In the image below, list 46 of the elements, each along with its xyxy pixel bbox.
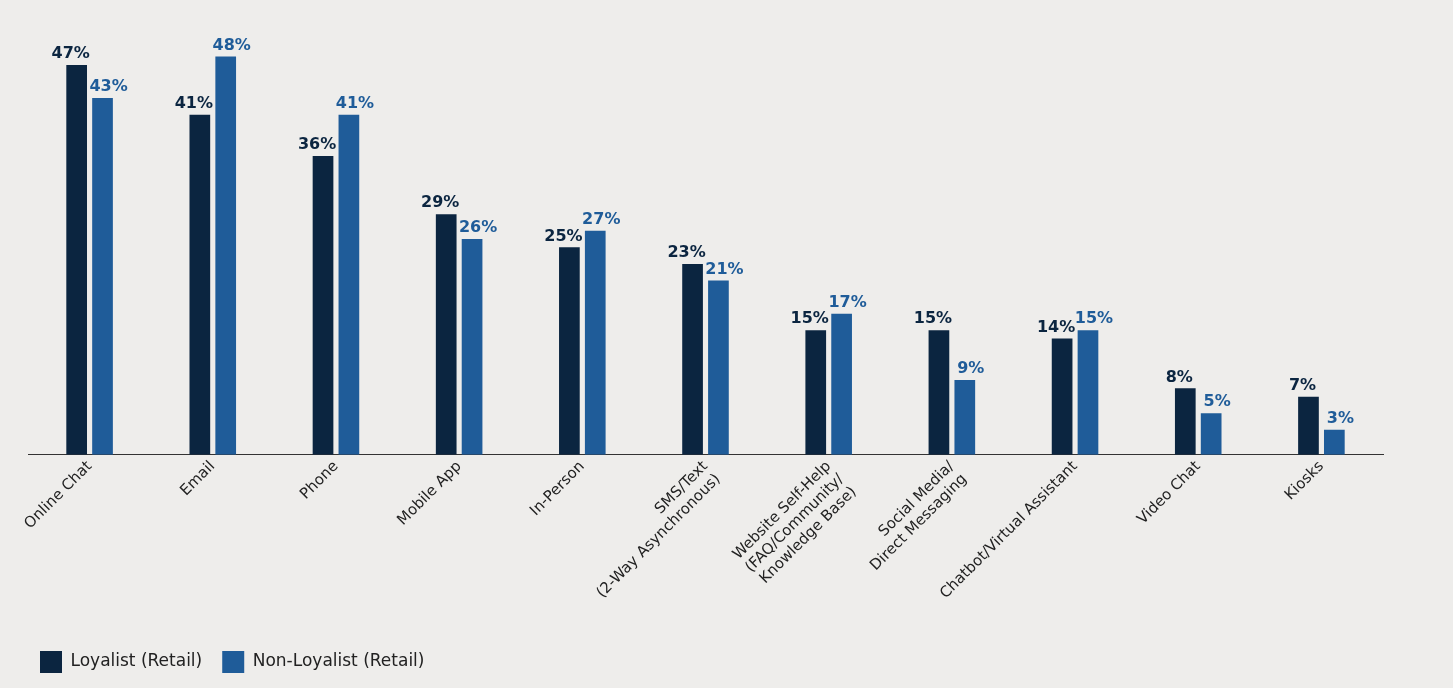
data-label: 41% [335, 92, 375, 112]
data-label: 17% [828, 291, 867, 311]
data-label: 29% [421, 192, 460, 212]
bar [312, 156, 334, 455]
bar [805, 330, 827, 455]
bar [682, 263, 703, 455]
bar [954, 380, 976, 455]
bar [1324, 429, 1345, 455]
bar [66, 64, 87, 455]
bar [461, 239, 483, 455]
bar [928, 330, 950, 455]
data-label: 9% [957, 358, 985, 378]
bar [215, 56, 237, 455]
legend-label: Loyalist (Retail) [70, 650, 203, 671]
data-label: 14% [1036, 316, 1076, 336]
data-label: 43% [89, 76, 128, 96]
data-label: 15% [913, 308, 953, 328]
data-label: 27% [582, 208, 621, 228]
data-label: 23% [667, 242, 706, 262]
data-label: 5% [1203, 391, 1231, 411]
bar [1051, 338, 1073, 455]
bar [584, 230, 606, 455]
bar [1200, 413, 1222, 455]
legend-label: Non-Loyalist (Retail) [252, 650, 425, 671]
bar [1077, 330, 1099, 455]
bar [338, 114, 360, 455]
data-label: 15% [1074, 308, 1114, 328]
data-label: 36% [297, 134, 337, 154]
data-label: 3% [1326, 408, 1354, 427]
bar [1174, 388, 1196, 455]
bar [559, 247, 580, 455]
data-label: 21% [705, 258, 744, 278]
bar [1298, 396, 1319, 455]
bar [435, 214, 457, 455]
data-label: 48% [212, 34, 251, 54]
data-label: 25% [544, 225, 583, 245]
bar [92, 98, 113, 455]
data-label: 41% [174, 92, 213, 112]
data-label: 26% [458, 217, 498, 237]
bar [189, 114, 211, 455]
data-label: 8% [1165, 366, 1193, 386]
data-label: 7% [1288, 374, 1317, 394]
bar [708, 280, 729, 455]
data-label: 47% [51, 43, 90, 63]
data-label: 15% [790, 308, 829, 328]
bar [831, 313, 852, 455]
